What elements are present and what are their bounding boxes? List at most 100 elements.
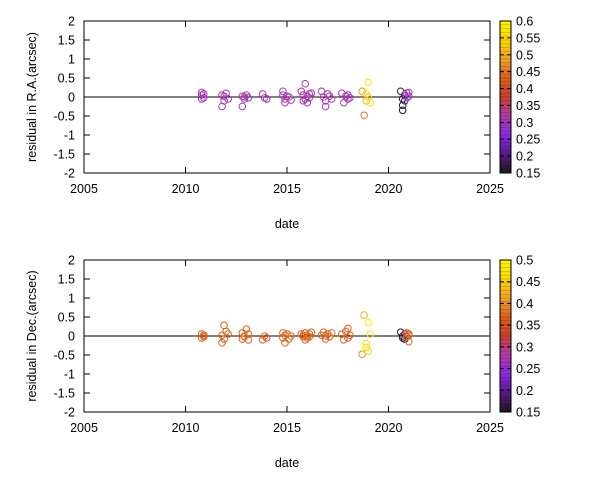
data-point bbox=[303, 98, 312, 107]
data-point bbox=[327, 95, 336, 103]
data-point bbox=[360, 111, 368, 120]
x-tick-label: 2020 bbox=[375, 421, 403, 435]
colorbar-tick-label: 0.55 bbox=[516, 31, 540, 45]
data-point bbox=[218, 339, 226, 347]
y-tick-label: 2 bbox=[68, 15, 75, 29]
data-point bbox=[366, 98, 375, 107]
x-tick-label: 2020 bbox=[375, 182, 403, 196]
colorbar-tick-label: 0.25 bbox=[516, 362, 540, 376]
colorbar-tick-label: 0.4 bbox=[516, 82, 533, 96]
data-point bbox=[260, 93, 269, 102]
colorbar-tick-label: 0.35 bbox=[516, 319, 540, 333]
y-tick-label: -1 bbox=[64, 368, 75, 382]
data-point bbox=[340, 336, 348, 344]
data-point bbox=[287, 332, 295, 340]
data-point bbox=[366, 330, 375, 338]
data-point bbox=[358, 350, 366, 359]
data-point bbox=[362, 343, 370, 352]
data-point bbox=[240, 95, 249, 103]
data-point bbox=[299, 97, 308, 105]
colorbar bbox=[500, 260, 511, 412]
y-tick-label: 0 bbox=[68, 91, 75, 105]
data-point bbox=[398, 101, 407, 110]
colorbar-tick-label: 0.5 bbox=[516, 254, 533, 268]
data-point bbox=[199, 90, 208, 98]
y-tick-label: 1 bbox=[68, 53, 75, 67]
x-tick-label: 2015 bbox=[273, 182, 301, 196]
data-point bbox=[287, 96, 295, 104]
data-point bbox=[362, 339, 370, 348]
data-point bbox=[220, 97, 228, 105]
colorbar-tick-label: 0.6 bbox=[516, 15, 533, 29]
data-point bbox=[197, 95, 206, 103]
data-point bbox=[362, 97, 370, 105]
x-tick-label: 2005 bbox=[70, 182, 98, 196]
x-axis-label: date bbox=[275, 456, 299, 470]
y-tick-label: -0.5 bbox=[53, 349, 75, 363]
data-point bbox=[398, 106, 407, 115]
colorbar-frame bbox=[499, 259, 512, 413]
colorbar-tick-label: 0.3 bbox=[516, 340, 533, 354]
data-point bbox=[218, 331, 226, 340]
colorbar-frame bbox=[499, 20, 512, 174]
data-point bbox=[220, 335, 228, 343]
data-point bbox=[405, 92, 413, 101]
colorbar-tick-label: 0.5 bbox=[516, 48, 533, 62]
y-tick-label: 1.5 bbox=[58, 273, 75, 287]
data-point bbox=[364, 318, 373, 327]
data-point bbox=[305, 332, 314, 341]
data-point bbox=[344, 324, 352, 333]
y-tick-label: 2 bbox=[68, 254, 75, 268]
colorbar-tick-label: 0.45 bbox=[516, 65, 540, 79]
data-point bbox=[224, 95, 232, 103]
data-point bbox=[281, 339, 289, 347]
data-point bbox=[321, 332, 330, 340]
y-tick-label: -1.5 bbox=[53, 387, 75, 401]
data-point bbox=[360, 311, 368, 319]
data-point bbox=[321, 335, 330, 343]
x-tick-label: 2025 bbox=[476, 182, 504, 196]
x-tick-label: 2010 bbox=[172, 182, 200, 196]
data-point bbox=[405, 331, 413, 340]
data-point bbox=[319, 328, 328, 337]
data-point bbox=[364, 347, 373, 356]
colorbar-tick-label: 0.15 bbox=[516, 167, 540, 181]
data-point bbox=[305, 330, 314, 338]
x-tick-label: 2010 bbox=[172, 421, 200, 435]
y-axis-label: residual in R.A.(arcsec) bbox=[25, 32, 39, 162]
data-point bbox=[346, 331, 354, 340]
data-point bbox=[358, 87, 366, 96]
data-point bbox=[297, 87, 306, 96]
x-tick-label: 2025 bbox=[476, 421, 504, 435]
data-point bbox=[262, 334, 271, 342]
y-tick-label: 0.5 bbox=[58, 311, 75, 325]
data-point bbox=[307, 328, 316, 337]
data-point bbox=[340, 98, 348, 107]
data-point bbox=[262, 95, 271, 103]
data-point bbox=[244, 336, 253, 344]
y-tick-label: 0.5 bbox=[58, 72, 75, 86]
data-point bbox=[405, 88, 413, 97]
data-point bbox=[240, 93, 249, 101]
data-point bbox=[396, 87, 405, 96]
data-point bbox=[303, 334, 312, 342]
colorbar-tick-label: 0.45 bbox=[516, 275, 540, 289]
colorbar bbox=[500, 21, 511, 173]
data-point bbox=[283, 330, 291, 338]
colorbar-tick-label: 0.3 bbox=[516, 116, 533, 130]
y-tick-label: 0 bbox=[68, 330, 75, 344]
x-tick-label: 2005 bbox=[70, 421, 98, 435]
colorbar-tick-label: 0.2 bbox=[516, 384, 533, 398]
y-tick-label: -2 bbox=[64, 406, 75, 420]
colorbar-tick-label: 0.35 bbox=[516, 99, 540, 113]
data-point bbox=[260, 332, 269, 340]
y-tick-label: -0.5 bbox=[53, 110, 75, 124]
data-point bbox=[325, 332, 334, 341]
colorbar-tick-label: 0.15 bbox=[516, 406, 540, 420]
data-point bbox=[346, 93, 354, 102]
data-point bbox=[279, 329, 287, 337]
y-axis-label: residual in Dec.(arcsec) bbox=[25, 270, 39, 401]
